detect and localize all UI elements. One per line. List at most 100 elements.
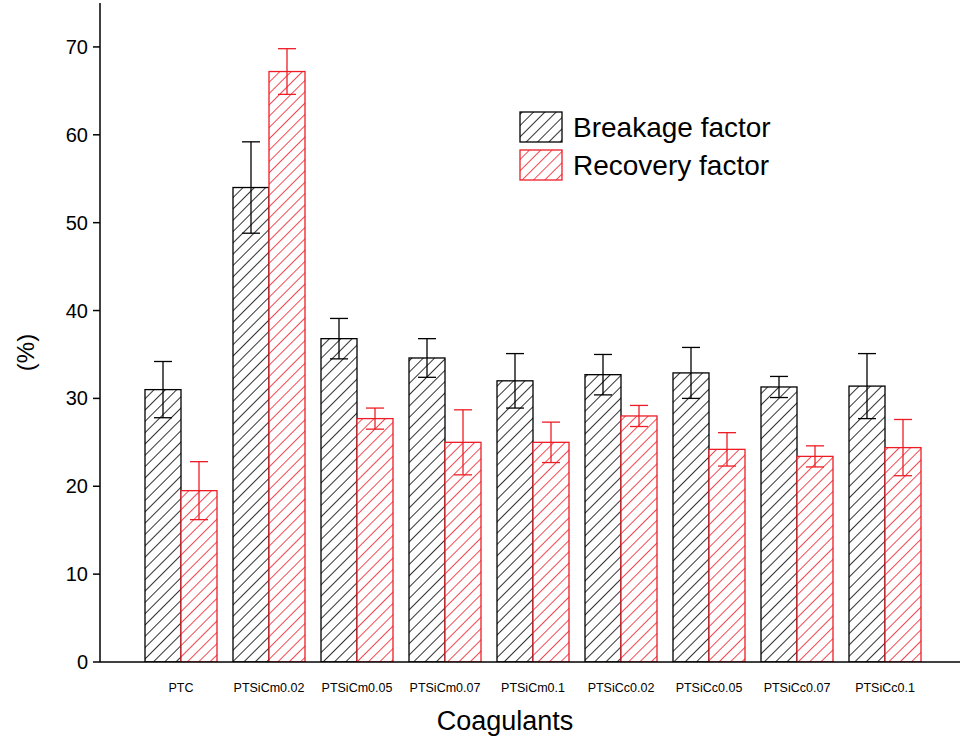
error-bar — [594, 354, 612, 394]
y-tick — [93, 661, 100, 663]
error-cap — [718, 465, 736, 466]
x-tick-label: PTSiCm0.1 — [501, 681, 565, 695]
error-cap — [366, 429, 384, 430]
bar — [233, 188, 269, 662]
error-cap — [418, 338, 436, 339]
x-tick-label: PTSiCc0.02 — [588, 681, 655, 695]
bar — [269, 72, 305, 662]
error-bar — [418, 339, 436, 378]
error-cap — [770, 397, 788, 398]
error-cap — [418, 377, 436, 378]
bar — [797, 456, 833, 662]
y-tick-label: 60 — [66, 124, 88, 146]
error-bar — [542, 422, 560, 462]
y-tick — [93, 222, 100, 224]
error-cap — [718, 432, 736, 433]
error-bar — [806, 446, 824, 467]
error-cap — [330, 358, 348, 359]
error-stem — [690, 347, 691, 398]
bar — [497, 381, 533, 662]
bar — [709, 449, 745, 662]
x-tick-label: PTSiCm0.05 — [322, 681, 393, 695]
y-tick — [93, 310, 100, 312]
legend-label: Breakage factor — [573, 112, 771, 143]
bar — [621, 416, 657, 662]
error-bar — [330, 318, 348, 358]
bars — [145, 49, 921, 662]
error-cap — [506, 407, 524, 408]
error-bar — [858, 354, 876, 419]
error-cap — [894, 475, 912, 476]
y-tick — [93, 486, 100, 488]
error-cap — [542, 421, 560, 422]
x-tick-label: PTSiCm0.07 — [410, 681, 481, 695]
y-tick-label: 40 — [66, 300, 88, 322]
error-stem — [902, 419, 903, 475]
y-tick — [93, 398, 100, 400]
y-tick-label: 30 — [66, 387, 88, 409]
bar — [409, 358, 445, 662]
error-bar — [718, 433, 736, 466]
error-cap — [858, 353, 876, 354]
y-axis — [99, 3, 101, 662]
x-axis — [100, 661, 960, 663]
y-tick-label: 50 — [66, 212, 88, 234]
bar — [145, 390, 181, 662]
bar — [885, 448, 921, 662]
error-cap — [806, 445, 824, 446]
error-cap — [190, 461, 208, 462]
y-tick-label: 20 — [66, 475, 88, 497]
y-tick-label: 10 — [66, 563, 88, 585]
error-stem — [198, 462, 199, 520]
error-bar — [630, 405, 648, 426]
error-stem — [286, 49, 287, 95]
error-stem — [374, 408, 375, 429]
legend: Breakage factor Recovery factor — [520, 112, 771, 181]
legend-swatch — [520, 112, 562, 142]
error-stem — [426, 339, 427, 378]
error-bar — [190, 462, 208, 520]
error-stem — [550, 422, 551, 462]
error-cap — [682, 347, 700, 348]
x-tick-label: PTSiCc0.1 — [855, 681, 915, 695]
error-bar — [682, 347, 700, 398]
error-cap — [630, 405, 648, 406]
error-stem — [866, 354, 867, 419]
error-stem — [514, 354, 515, 408]
error-cap — [242, 141, 260, 142]
error-bar — [154, 361, 172, 417]
error-cap — [806, 466, 824, 467]
x-tick-label: PTSiCc0.05 — [676, 681, 743, 695]
error-cap — [594, 394, 612, 395]
error-cap — [242, 233, 260, 234]
y-tick — [93, 573, 100, 575]
legend-label: Recovery factor — [573, 150, 769, 181]
error-cap — [330, 318, 348, 319]
error-bar — [770, 376, 788, 397]
chart: 0 10 20 30 40 50 60 70 PTC PTSiCm0.02 PTSiCm0.05 PT… — [0, 0, 980, 745]
x-tick-label: PTC — [169, 681, 194, 695]
x-axis-label: Coagulants — [437, 706, 574, 736]
error-cap — [858, 418, 876, 419]
error-stem — [338, 318, 339, 358]
y-axis-label: (%) — [12, 334, 39, 371]
bar — [445, 442, 481, 662]
error-bar — [366, 408, 384, 429]
error-stem — [602, 354, 603, 394]
error-stem — [778, 376, 779, 397]
bar — [849, 386, 885, 662]
error-cap — [278, 48, 296, 49]
error-cap — [630, 426, 648, 427]
error-stem — [462, 410, 463, 475]
error-stem — [638, 405, 639, 426]
bar — [673, 373, 709, 662]
error-bar — [506, 354, 524, 408]
error-bar — [242, 142, 260, 233]
y-tick-label: 0 — [77, 651, 88, 673]
error-cap — [190, 519, 208, 520]
error-bar — [278, 49, 296, 95]
x-tick-label: PTSiCm0.02 — [234, 681, 305, 695]
error-cap — [366, 407, 384, 408]
y-tick-label: 70 — [66, 36, 88, 58]
error-cap — [594, 354, 612, 355]
